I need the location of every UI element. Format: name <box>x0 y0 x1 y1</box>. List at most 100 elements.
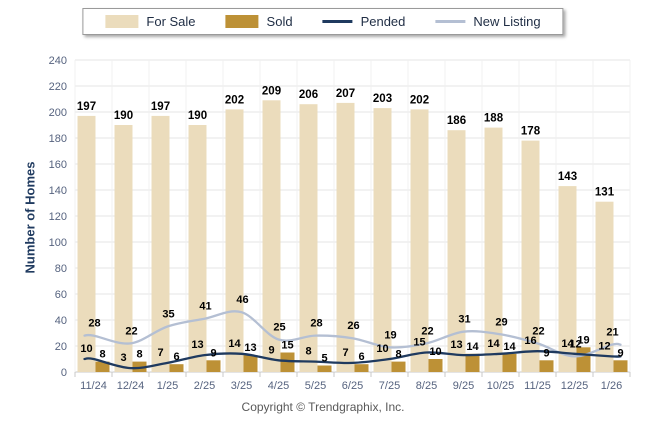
label-new-listing-11/24: 28 <box>88 318 100 330</box>
label-new-listing-12/25: 12 <box>569 338 581 350</box>
legend-item-sold: Sold <box>225 14 293 29</box>
label-new-listing-12/24: 22 <box>125 325 137 337</box>
legend-item-new-listing: New Listing <box>435 14 541 29</box>
legend-swatch-sold <box>225 15 259 28</box>
x-tick-label-11/25: 11/25 <box>524 380 551 392</box>
bar-for-sale-1/25 <box>151 115 170 373</box>
x-tick-label-1/26: 1/26 <box>601 380 622 392</box>
label-new-listing-10/25: 29 <box>495 316 507 328</box>
label-pended-3/25: 14 <box>228 338 241 350</box>
label-sold-2/25: 9 <box>210 347 216 359</box>
label-for-sale-11/25: 178 <box>521 126 541 138</box>
label-new-listing-4/25: 25 <box>273 322 285 334</box>
label-for-sale-8/25: 202 <box>410 94 429 106</box>
label-for-sale-7/25: 203 <box>373 93 392 105</box>
x-tick-label-7/25: 7/25 <box>379 380 400 392</box>
bar-for-sale-2/25 <box>188 125 207 372</box>
bar-for-sale-12/25 <box>558 186 577 372</box>
legend-item-pended: Pended <box>322 14 406 29</box>
legend-swatch-pended-line <box>322 20 353 23</box>
bar-sold-3/25 <box>243 355 258 372</box>
x-tick-label-8/25: 8/25 <box>416 380 437 392</box>
label-pended-1/25: 7 <box>157 347 163 359</box>
bar-for-sale-8/25 <box>410 109 429 373</box>
label-pended-2/25: 13 <box>191 339 203 351</box>
bar-for-sale-1/26 <box>595 201 614 372</box>
label-for-sale-12/25: 143 <box>558 171 577 183</box>
y-tick-label-0: 0 <box>61 367 67 379</box>
legend-swatch-for-sale <box>105 15 139 28</box>
bar-sold-1/26 <box>613 360 628 372</box>
label-sold-1/25: 6 <box>173 351 179 363</box>
y-tick-label-160: 160 <box>49 159 67 171</box>
label-new-listing-7/25: 19 <box>384 329 396 341</box>
label-for-sale-10/25: 188 <box>484 113 504 125</box>
x-tick-label-4/25: 4/25 <box>268 380 289 392</box>
legend-item-for-sale: For Sale <box>105 14 196 29</box>
legend: For Sale Sold Pended New Listing <box>82 8 564 35</box>
bar-sold-1/25 <box>169 364 184 372</box>
y-tick-label-240: 240 <box>49 55 67 67</box>
bar-sold-6/25 <box>354 364 369 372</box>
label-for-sale-11/24: 197 <box>77 101 96 113</box>
label-pended-11/25: 16 <box>524 335 536 347</box>
bar-sold-4/25 <box>280 352 295 372</box>
legend-label-pended: Pended <box>360 14 406 29</box>
label-sold-12/24: 8 <box>136 349 142 361</box>
label-for-sale-9/25: 186 <box>447 115 466 127</box>
label-pended-9/25: 13 <box>450 339 462 351</box>
bar-sold-8/25 <box>428 359 443 372</box>
copyright: Copyright © Trendgraphix, Inc. <box>241 400 405 414</box>
bar-sold-12/25 <box>576 347 591 372</box>
y-tick-label-120: 120 <box>49 211 67 223</box>
bar-sold-11/25 <box>539 360 554 372</box>
bar-for-sale-9/25 <box>447 130 466 372</box>
label-pended-4/25: 9 <box>268 344 274 356</box>
label-new-listing-3/25: 46 <box>236 294 248 306</box>
bar-sold-9/25 <box>465 353 480 372</box>
label-pended-11/24: 10 <box>80 343 92 355</box>
bar-sold-7/25 <box>391 361 406 372</box>
label-new-listing-6/25: 26 <box>347 320 359 332</box>
label-sold-7/25: 8 <box>395 349 401 361</box>
y-tick-label-60: 60 <box>55 289 67 301</box>
label-pended-1/26: 12 <box>598 340 610 352</box>
bar-for-sale-3/25 <box>225 109 244 373</box>
label-sold-9/25: 14 <box>466 341 479 353</box>
label-pended-5/25: 8 <box>305 346 311 358</box>
label-new-listing-11/25: 22 <box>532 325 544 337</box>
label-for-sale-12/24: 190 <box>114 110 133 122</box>
line-new-listing <box>83 310 622 358</box>
x-tick-label-11/24: 11/24 <box>80 380 107 392</box>
bar-for-sale-6/25 <box>336 102 355 373</box>
label-pended-6/25: 7 <box>342 347 348 359</box>
label-sold-10/25: 14 <box>503 341 516 353</box>
legend-label-new-listing: New Listing <box>473 14 541 29</box>
label-for-sale-2/25: 190 <box>188 110 207 122</box>
bar-sold-10/25 <box>502 353 517 372</box>
label-sold-1/26: 9 <box>617 347 623 359</box>
x-tick-label-1/25: 1/25 <box>157 380 178 392</box>
y-tick-label-40: 40 <box>55 315 67 327</box>
y-tick-label-220: 220 <box>49 81 67 93</box>
bar-sold-11/24 <box>95 361 110 372</box>
y-tick-label-180: 180 <box>49 133 67 145</box>
x-tick-label-3/25: 3/25 <box>231 380 252 392</box>
label-pended-7/25: 10 <box>376 343 388 355</box>
label-sold-8/25: 10 <box>429 346 441 358</box>
label-sold-6/25: 6 <box>358 351 364 363</box>
label-sold-3/25: 13 <box>244 342 256 354</box>
legend-label-sold: Sold <box>266 14 293 29</box>
x-tick-label-10/25: 10/25 <box>487 380 515 392</box>
label-new-listing-1/26: 21 <box>606 327 618 339</box>
label-sold-12/25: 19 <box>577 334 589 346</box>
label-new-listing-8/25: 22 <box>421 325 433 337</box>
label-for-sale-5/25: 206 <box>299 89 318 101</box>
y-tick-label-200: 200 <box>49 107 67 119</box>
label-new-listing-5/25: 28 <box>310 318 322 330</box>
y-tick-label-20: 20 <box>55 341 67 353</box>
legend-label-for-sale: For Sale <box>146 14 196 29</box>
label-sold-4/25: 15 <box>281 340 293 352</box>
